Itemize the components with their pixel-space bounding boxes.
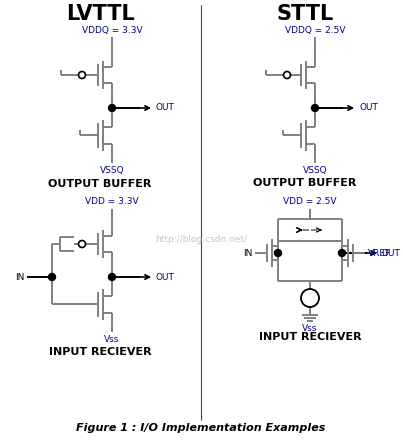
Text: http://blog.csdn.net/: http://blog.csdn.net/ xyxy=(155,235,247,245)
Circle shape xyxy=(108,274,116,281)
Text: VDDQ = 3.3V: VDDQ = 3.3V xyxy=(82,26,142,34)
Text: INPUT RECIEVER: INPUT RECIEVER xyxy=(49,347,151,357)
Circle shape xyxy=(339,249,345,257)
Circle shape xyxy=(79,241,85,247)
Text: STTL: STTL xyxy=(276,4,334,24)
Text: VREF: VREF xyxy=(368,249,391,257)
Circle shape xyxy=(79,71,85,78)
Circle shape xyxy=(48,274,56,281)
Text: IN: IN xyxy=(16,272,25,282)
Text: VDD = 2.5V: VDD = 2.5V xyxy=(283,197,337,205)
Text: Vss: Vss xyxy=(302,324,318,333)
Text: VDD = 3.3V: VDD = 3.3V xyxy=(85,197,139,205)
Text: Vss: Vss xyxy=(104,334,120,344)
Circle shape xyxy=(312,104,318,111)
Text: VSSQ: VSSQ xyxy=(303,165,327,175)
Text: Figure 1 : I/O Implementation Examples: Figure 1 : I/O Implementation Examples xyxy=(76,423,326,433)
Text: OUT: OUT xyxy=(156,103,175,113)
Text: VDDQ = 2.5V: VDDQ = 2.5V xyxy=(285,26,345,34)
Text: INPUT RECIEVER: INPUT RECIEVER xyxy=(259,332,361,342)
Circle shape xyxy=(283,71,291,78)
Circle shape xyxy=(108,104,116,111)
Text: OUT: OUT xyxy=(382,249,401,257)
Text: VSSQ: VSSQ xyxy=(100,165,124,175)
Text: OUTPUT BUFFER: OUTPUT BUFFER xyxy=(253,178,357,188)
Circle shape xyxy=(274,249,282,257)
Text: OUTPUT BUFFER: OUTPUT BUFFER xyxy=(48,179,152,189)
Text: IN: IN xyxy=(243,249,252,257)
Text: LVTTL: LVTTL xyxy=(66,4,134,24)
Circle shape xyxy=(301,289,319,307)
Text: OUT: OUT xyxy=(156,272,175,282)
Text: OUT: OUT xyxy=(359,103,378,113)
